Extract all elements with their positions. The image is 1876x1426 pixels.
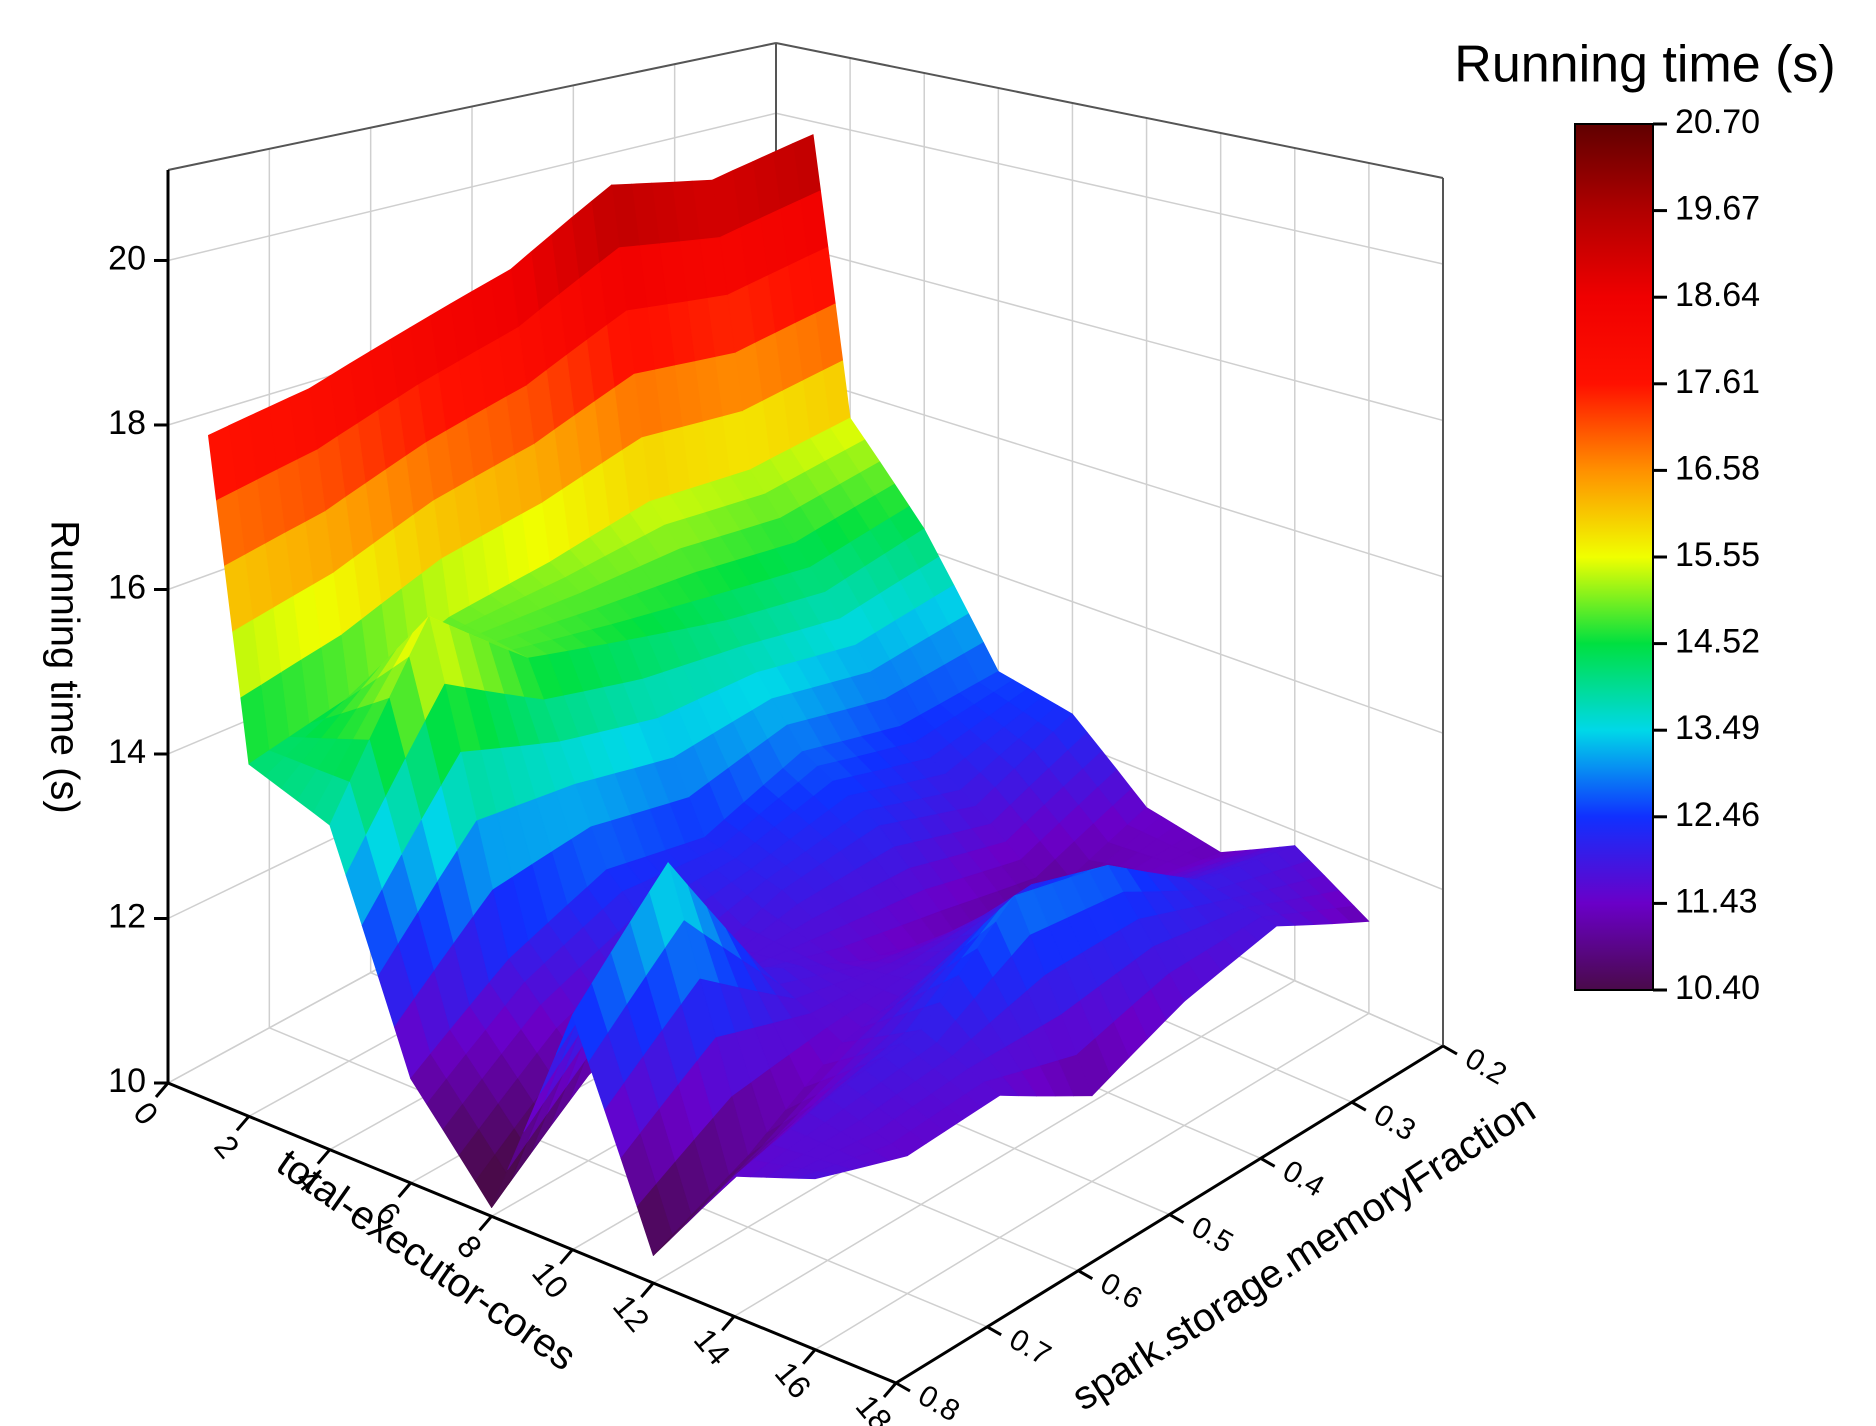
x-tick	[316, 1148, 331, 1165]
y-tick	[1351, 1100, 1367, 1112]
frame-line	[775, 42, 1444, 179]
x-tick	[721, 1315, 736, 1332]
x-tick	[640, 1282, 655, 1298]
surface	[207, 134, 1370, 1256]
colorbar-tick-label: 16.58	[1675, 449, 1760, 487]
z-tick-label: 16	[108, 568, 146, 606]
colorbar-tick-label: 19.67	[1675, 190, 1760, 228]
grid-line	[775, 368, 1444, 578]
y-tick	[1442, 1044, 1458, 1056]
grid-line	[775, 112, 1444, 265]
colorbar-tick-label: 11.43	[1675, 882, 1758, 920]
colorbar-tick-label: 20.70	[1675, 103, 1760, 141]
y-tick	[895, 1381, 911, 1393]
colorbar-tick-label: 12.46	[1675, 796, 1760, 834]
colorbar	[1574, 123, 1654, 991]
colorbar-tick-label: 10.40	[1675, 969, 1760, 1007]
colorbar-tick-label: 15.55	[1675, 536, 1760, 574]
y-tick	[1259, 1157, 1276, 1168]
z-tick-label: 12	[108, 897, 146, 935]
y-tick	[986, 1325, 1002, 1337]
y-tick	[1168, 1213, 1185, 1224]
grid-line	[775, 240, 1444, 422]
x-tick	[154, 1082, 170, 1098]
colorbar-title: Running time (s)	[1454, 36, 1835, 94]
x-tick	[478, 1215, 493, 1232]
frame-line	[167, 42, 777, 171]
colorbar-tick-label: 17.61	[1675, 363, 1760, 401]
x-tick	[882, 1382, 898, 1398]
surface-patch	[798, 1171, 834, 1180]
colorbar-tick-label: 18.64	[1675, 276, 1760, 314]
z-tick-label: 18	[108, 404, 146, 442]
z-axis-title: Running time (s)	[42, 520, 86, 813]
y-tick	[1077, 1269, 1094, 1280]
x-tick	[397, 1182, 412, 1198]
z-tick-label: 14	[108, 733, 146, 771]
z-tick-label: 20	[108, 239, 146, 277]
x-axis	[167, 1081, 897, 1385]
z-tick-label: 10	[108, 1062, 146, 1100]
x-tick	[559, 1248, 574, 1265]
x-tick	[801, 1348, 817, 1365]
colorbar-tick-label: 14.52	[1675, 623, 1760, 661]
colorbar-tick-label: 13.49	[1675, 709, 1760, 747]
x-tick	[235, 1115, 251, 1132]
